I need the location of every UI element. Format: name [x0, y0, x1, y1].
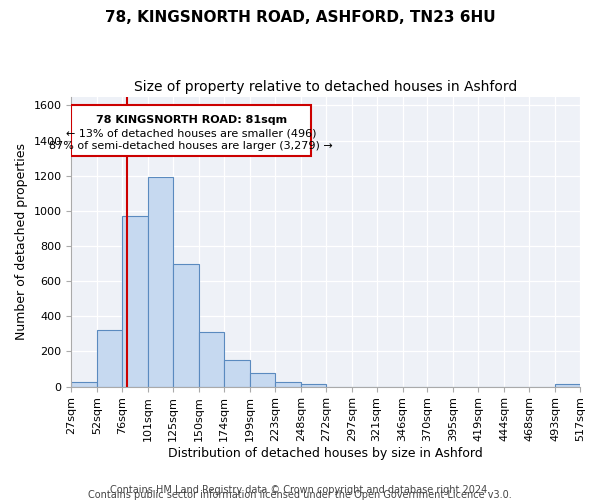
Text: 87% of semi-detached houses are larger (3,279) →: 87% of semi-detached houses are larger (…	[49, 141, 333, 151]
Text: Contains public sector information licensed under the Open Government Licence v3: Contains public sector information licen…	[88, 490, 512, 500]
Bar	[250, 374, 275, 386]
Bar	[173, 264, 199, 386]
Bar	[199, 332, 224, 386]
Text: ← 13% of detached houses are smaller (496): ← 13% of detached houses are smaller (49…	[66, 128, 317, 138]
Bar	[148, 178, 173, 386]
FancyBboxPatch shape	[71, 106, 311, 156]
Bar	[555, 384, 580, 386]
Y-axis label: Number of detached properties: Number of detached properties	[15, 143, 28, 340]
X-axis label: Distribution of detached houses by size in Ashford: Distribution of detached houses by size …	[169, 447, 483, 460]
Bar	[122, 216, 148, 386]
Bar	[71, 382, 97, 386]
Bar	[275, 382, 301, 386]
Text: Contains HM Land Registry data © Crown copyright and database right 2024.: Contains HM Land Registry data © Crown c…	[110, 485, 490, 495]
Text: 78 KINGSNORTH ROAD: 81sqm: 78 KINGSNORTH ROAD: 81sqm	[96, 114, 287, 124]
Title: Size of property relative to detached houses in Ashford: Size of property relative to detached ho…	[134, 80, 517, 94]
Bar	[301, 384, 326, 386]
Bar	[97, 330, 122, 386]
Text: 78, KINGSNORTH ROAD, ASHFORD, TN23 6HU: 78, KINGSNORTH ROAD, ASHFORD, TN23 6HU	[104, 10, 496, 25]
Bar	[224, 360, 250, 386]
